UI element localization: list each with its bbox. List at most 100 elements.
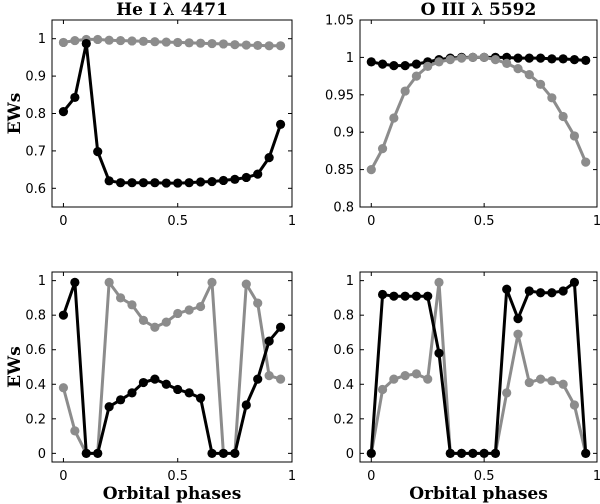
data-point-grey	[513, 64, 523, 74]
y-tick-label: 0.4	[333, 378, 354, 393]
data-point-black	[70, 277, 80, 287]
data-point-black	[207, 448, 217, 458]
data-point-grey	[423, 61, 433, 71]
data-point-black	[127, 178, 137, 188]
data-point-grey	[127, 300, 137, 310]
y-tick-label: 0.85	[325, 163, 354, 178]
data-point-black	[411, 291, 422, 301]
data-point-grey	[161, 37, 171, 47]
data-point-grey	[104, 35, 114, 45]
data-point-grey	[70, 426, 80, 436]
data-point-black	[524, 53, 534, 63]
data-point-black	[195, 177, 206, 187]
x-tick-label: 1	[593, 214, 600, 229]
data-point-black	[161, 379, 171, 389]
x-tick-label: 0	[59, 469, 67, 484]
data-point-black	[535, 288, 546, 298]
data-point-black	[264, 153, 274, 163]
data-point-grey	[558, 379, 568, 389]
data-point-black	[558, 54, 568, 64]
data-point-black	[468, 448, 478, 458]
x-tick-label: 0.5	[474, 469, 495, 484]
data-point-black	[184, 388, 194, 398]
data-point-black	[400, 291, 410, 301]
data-point-black	[230, 174, 240, 184]
data-point-grey	[535, 374, 546, 384]
data-point-black	[115, 178, 126, 188]
data-point-grey	[400, 371, 410, 381]
data-point-black	[558, 286, 568, 296]
data-point-black	[150, 178, 160, 188]
x-axis-label: Orbital phases	[103, 484, 242, 504]
data-point-grey	[150, 322, 160, 332]
y-axis-label: EWs	[5, 346, 25, 388]
data-point-grey	[502, 58, 512, 68]
data-point-black	[241, 172, 251, 183]
data-point-black	[230, 448, 240, 458]
x-tick-label: 0.5	[167, 214, 188, 229]
data-point-grey	[434, 57, 444, 67]
y-tick-label: 0.8	[333, 201, 354, 216]
data-point-black	[377, 289, 388, 300]
data-point-grey	[161, 317, 171, 327]
data-point-grey	[581, 157, 591, 167]
data-point-grey	[184, 305, 194, 315]
data-point-grey	[138, 315, 149, 325]
data-point-black	[411, 59, 422, 69]
panel-title: He I λ 4471	[116, 0, 228, 20]
data-point-black	[161, 178, 171, 188]
data-point-black	[207, 176, 217, 187]
data-point-black	[81, 38, 91, 49]
data-point-black	[58, 310, 69, 320]
data-point-grey	[524, 70, 534, 80]
data-point-black	[275, 322, 286, 332]
data-point-grey	[218, 39, 229, 49]
data-point-grey	[195, 38, 206, 48]
data-point-black	[389, 61, 399, 71]
data-point-black	[535, 53, 546, 63]
data-point-black	[479, 448, 489, 458]
series-line-black	[61, 280, 282, 455]
data-point-black	[502, 284, 512, 294]
data-point-black	[127, 388, 137, 398]
panel-4: 0 0.5 1 0 0.2 0.4 0.6 0.8 1 Orbital phases	[333, 271, 600, 504]
y-tick-label: 0.9	[333, 126, 354, 141]
data-point-grey	[207, 38, 217, 49]
y-tick-label: 1	[38, 32, 46, 47]
data-point-black	[275, 119, 286, 129]
data-point-black	[524, 286, 534, 296]
data-point-grey	[377, 384, 388, 395]
data-point-black	[70, 92, 80, 103]
data-point-grey	[389, 374, 399, 384]
data-point-grey	[524, 377, 534, 388]
data-point-black	[115, 395, 126, 405]
data-point-grey	[70, 35, 80, 46]
panel-3: 0 0.5 1 0 0.2 0.4 0.6 0.8 1 Orbital phases EWs	[5, 271, 296, 504]
y-tick-label: 0.8	[25, 107, 46, 122]
data-point-grey	[184, 38, 194, 48]
data-point-black	[434, 348, 444, 358]
data-point-black	[490, 448, 501, 458]
data-point-grey	[377, 144, 388, 154]
data-point-grey	[207, 277, 217, 287]
data-point-black	[93, 147, 103, 157]
series-line-black	[62, 42, 283, 185]
data-point-grey	[195, 301, 206, 312]
data-point-black	[456, 448, 467, 458]
data-point-grey	[389, 113, 399, 123]
data-point-grey	[264, 371, 274, 381]
y-tick-label: 0.8	[25, 309, 46, 324]
data-point-grey	[253, 298, 263, 308]
data-point-black	[58, 107, 69, 117]
data-point-grey	[366, 165, 376, 175]
x-tick-label: 0	[59, 214, 67, 229]
data-point-black	[569, 55, 580, 65]
data-point-grey	[411, 71, 422, 81]
panel-title: O III λ 5592	[421, 0, 537, 20]
data-point-grey	[104, 277, 114, 287]
y-axis-label: EWs	[5, 93, 25, 135]
y-tick-label: 0.2	[25, 412, 46, 427]
y-tick-label: 0.7	[25, 144, 46, 159]
y-tick-label: 0.95	[325, 88, 354, 103]
data-point-black	[513, 53, 523, 63]
